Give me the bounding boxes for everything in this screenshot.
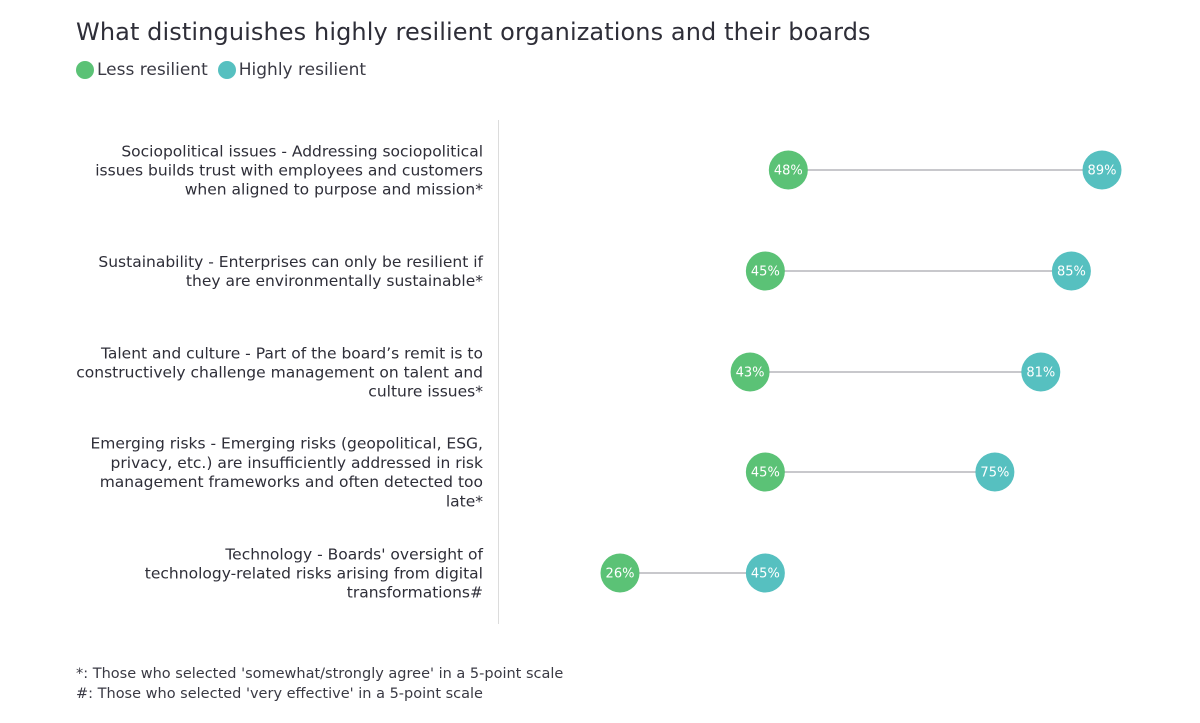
value-label-highly-resilient: 75% xyxy=(980,466,1009,481)
legend-swatch-highly-resilient xyxy=(217,61,236,79)
category-label-line: late* xyxy=(446,492,483,510)
category-label: Talent and culture - Part of the board’s… xyxy=(76,344,483,400)
legend-label-less-resilient: Less resilient xyxy=(97,60,208,80)
value-label-less-resilient: 43% xyxy=(736,366,765,381)
category-label-line: when aligned to purpose and mission* xyxy=(185,181,484,199)
category-label-line: privacy, etc.) are insufficiently addres… xyxy=(111,454,483,472)
chart-title: What distinguishes highly resilient orga… xyxy=(76,18,871,46)
chart-legend: Less resilient Highly resilient xyxy=(76,60,376,80)
dot-less-resilient xyxy=(745,452,785,492)
category-label: Sociopolitical issues - Addressing socio… xyxy=(95,142,483,198)
category-label-line: they are environmentally sustainable* xyxy=(186,272,483,290)
category-label: Technology - Boards' oversight of technol… xyxy=(145,545,484,601)
dot-less-resilient xyxy=(730,352,770,392)
category-label-line: culture issues* xyxy=(368,383,483,401)
legend-item-highly-resilient: Highly resilient xyxy=(217,60,367,80)
legend-swatch-less-resilient xyxy=(76,61,94,79)
category-label: Sustainability - Enterprises can only be… xyxy=(98,253,483,290)
dumbbell-chart: Sociopolitical issues - Addressing socio… xyxy=(76,120,1122,624)
value-label-less-resilient: 48% xyxy=(774,164,803,179)
category-label-line: Talent and culture - Part of the board’s… xyxy=(100,344,483,362)
dot-highly-resilient xyxy=(975,452,1015,492)
value-label-less-resilient: 26% xyxy=(606,567,635,582)
category-label-line: Emerging risks - Emerging risks (geopoli… xyxy=(91,435,484,453)
value-label-less-resilient: 45% xyxy=(751,466,780,481)
value-label-highly-resilient: 81% xyxy=(1026,366,1055,381)
footnote-effective-scale: #: Those who selected 'very effective' i… xyxy=(76,686,483,702)
category-label-line: management frameworks and often detected… xyxy=(100,473,483,491)
category-label-line: Technology - Boards' oversight of xyxy=(224,545,483,563)
category-label-line: Sociopolitical issues - Addressing socio… xyxy=(121,142,483,160)
dot-highly-resilient xyxy=(1082,150,1122,190)
dot-less-resilient xyxy=(600,553,640,593)
category-label-line: constructively challenge management on t… xyxy=(76,364,483,382)
legend-item-less-resilient: Less resilient xyxy=(76,60,208,80)
value-label-highly-resilient: 45% xyxy=(751,567,780,582)
footnotes: *: Those who selected 'somewhat/strongly… xyxy=(76,664,563,704)
dot-highly-resilient xyxy=(745,553,785,593)
value-label-highly-resilient: 89% xyxy=(1088,164,1117,179)
value-label-less-resilient: 45% xyxy=(751,265,780,280)
legend-label-highly-resilient: Highly resilient xyxy=(238,60,367,80)
dot-highly-resilient xyxy=(1021,352,1061,392)
category-label-line: technology-related risks arising from di… xyxy=(145,565,483,583)
dot-less-resilient xyxy=(768,150,808,190)
dot-highly-resilient xyxy=(1051,251,1091,291)
footnote-agree-scale: *: Those who selected 'somewhat/strongly… xyxy=(76,666,564,682)
category-label-line: issues builds trust with employees and c… xyxy=(95,162,483,180)
category-label: Emerging risks - Emerging risks (geopoli… xyxy=(91,435,484,511)
value-label-highly-resilient: 85% xyxy=(1057,265,1086,280)
dot-less-resilient xyxy=(745,251,785,291)
category-label-line: transformations# xyxy=(347,584,483,602)
category-label-line: Sustainability - Enterprises can only be… xyxy=(98,253,483,271)
